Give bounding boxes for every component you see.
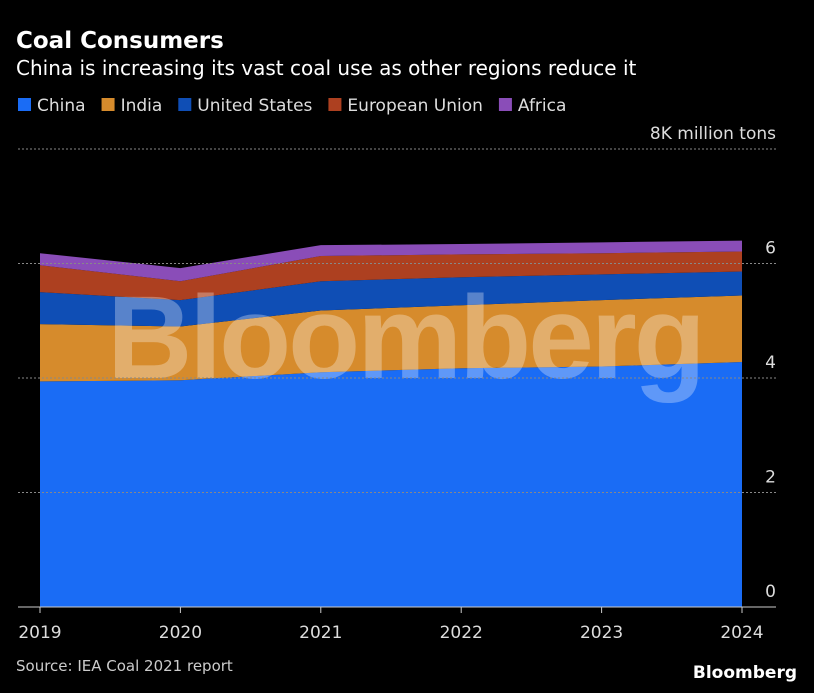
y-tick-label: 6 (765, 239, 776, 259)
x-tick-label: 2024 (720, 623, 763, 643)
source: Source: IEA Coal 2021 report (16, 657, 233, 675)
legend-label: European Union (347, 96, 483, 116)
legend-label: India (121, 96, 163, 116)
y-tick-label: 4 (765, 353, 776, 373)
x-tick-label: 2021 (299, 623, 342, 643)
y-tick-label: 8K million tons (650, 124, 776, 144)
x-tick-label: 2019 (18, 623, 61, 643)
chart-title: Coal Consumers (16, 28, 224, 54)
legend-swatch (498, 98, 512, 111)
area (40, 361, 742, 607)
area (40, 240, 742, 282)
legend-swatch (18, 98, 31, 111)
x-tick-label: 2020 (159, 623, 202, 643)
area (40, 295, 742, 382)
y-tick-label: 2 (765, 468, 776, 488)
legend-label: Africa (518, 96, 567, 116)
watermark: Bloomberg (107, 272, 703, 404)
chart-subtitle: China is increasing its vast coal use as… (16, 56, 637, 80)
y-tick-label: 0 (765, 582, 776, 602)
legend-swatch (178, 98, 192, 111)
brand: Bloomberg (693, 663, 797, 683)
legend-swatch (101, 98, 115, 111)
x-tick-label: 2023 (580, 623, 623, 643)
x-tick-label: 2022 (440, 623, 483, 643)
area (40, 271, 742, 327)
legend-label: China (37, 96, 86, 116)
legend-swatch (328, 98, 342, 111)
legend-label: United States (197, 96, 312, 116)
